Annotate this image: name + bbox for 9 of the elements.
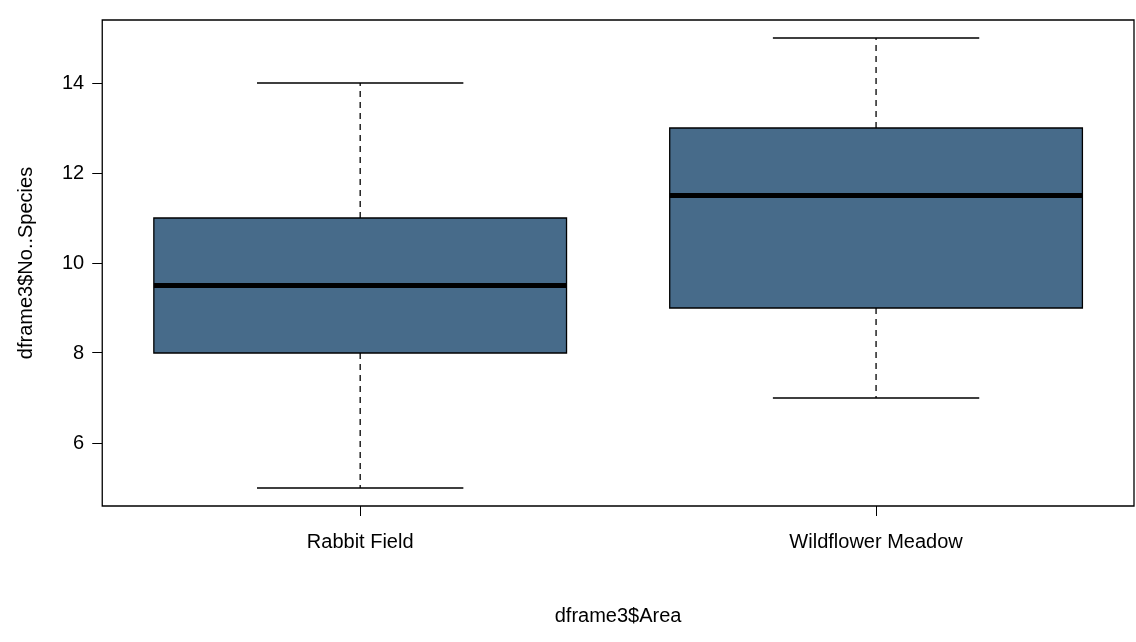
y-axis-title: dframe3$No..Species — [13, 166, 36, 360]
y-tick-label: 8 — [73, 340, 85, 363]
y-tick-label: 14 — [62, 70, 85, 93]
y-tick-label: 6 — [73, 430, 85, 453]
x-axis-title: dframe3$Area — [554, 603, 683, 626]
x-tick-label: Wildflower Meadow — [789, 529, 964, 552]
y-tick-label: 10 — [62, 250, 85, 273]
x-tick-label: Rabbit Field — [306, 529, 414, 552]
y-tick-label: 12 — [62, 160, 85, 183]
